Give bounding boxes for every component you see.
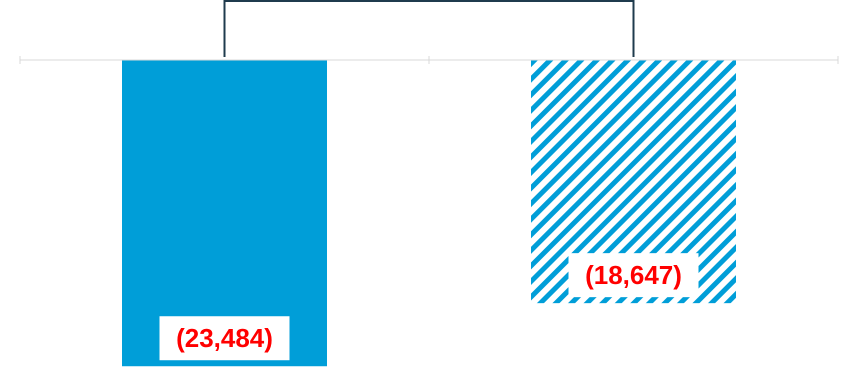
data-label-bg-1	[159, 316, 290, 361]
comparison-bracket	[223, 0, 635, 57]
labels-layer: (23,484) (18,647)	[159, 253, 699, 361]
data-label-1: (23,484)	[176, 323, 273, 353]
bars-layer	[122, 60, 736, 367]
data-label-bg-2	[568, 253, 699, 298]
data-label-2: (18,647)	[585, 260, 682, 290]
bar-1	[122, 60, 327, 367]
